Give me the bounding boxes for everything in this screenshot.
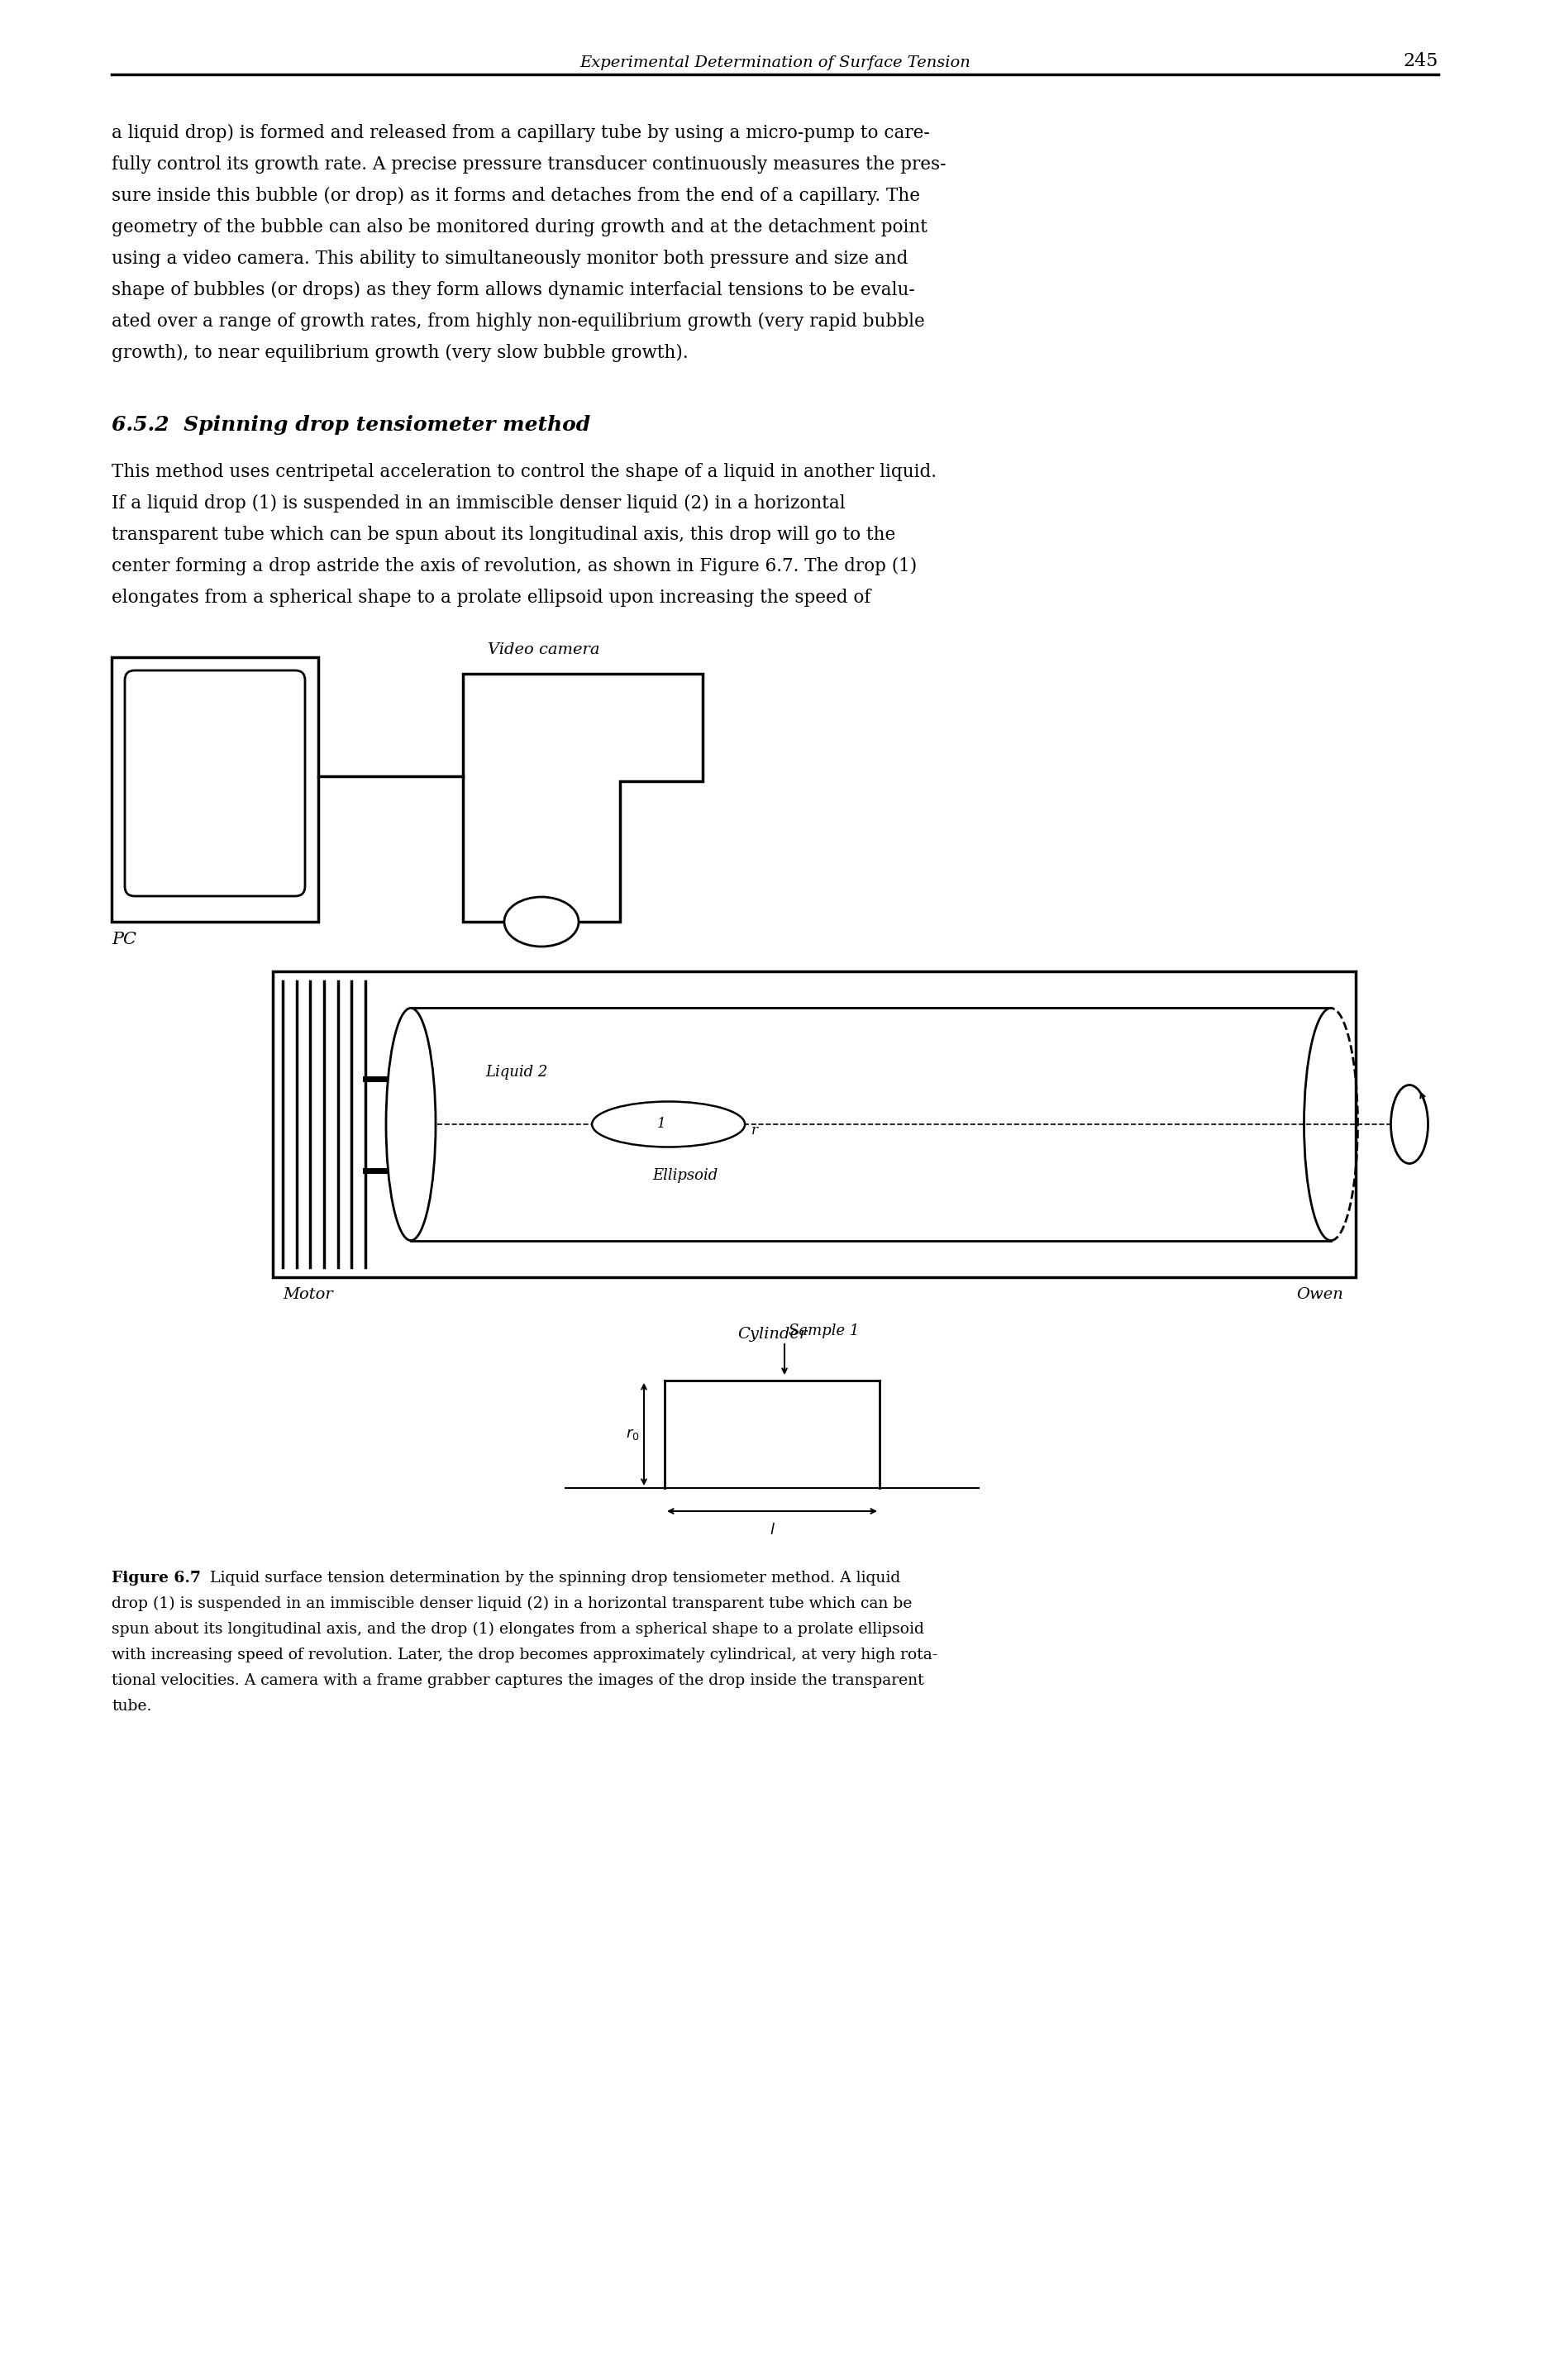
Polygon shape — [463, 674, 703, 921]
Text: This method uses centripetal acceleration to control the shape of a liquid in an: This method uses centripetal acceleratio… — [111, 464, 936, 481]
Text: 1: 1 — [658, 1116, 666, 1130]
Text: ated over a range of growth rates, from highly non-equilibrium growth (very rapi: ated over a range of growth rates, from … — [111, 312, 925, 331]
Ellipse shape — [386, 1009, 436, 1240]
Bar — [273, 971, 1355, 1278]
Text: Motor: Motor — [283, 1288, 332, 1302]
Ellipse shape — [592, 1102, 745, 1147]
Text: Sample 1: Sample 1 — [788, 1323, 859, 1338]
Text: fully control its growth rate. A precise pressure transducer continuously measur: fully control its growth rate. A precise… — [111, 155, 946, 174]
Text: Cylinder: Cylinder — [737, 1326, 806, 1342]
Text: spun about its longitudinal axis, and the drop (1) elongates from a spherical sh: spun about its longitudinal axis, and th… — [111, 1621, 924, 1637]
Text: PC: PC — [111, 931, 136, 947]
Text: Liquid 2: Liquid 2 — [485, 1064, 547, 1081]
Text: r: r — [751, 1123, 759, 1138]
Text: center forming a drop astride the axis of revolution, as shown in Figure 6.7. Th: center forming a drop astride the axis o… — [111, 557, 916, 576]
Text: shape of bubbles (or drops) as they form allows dynamic interfacial tensions to : shape of bubbles (or drops) as they form… — [111, 281, 915, 300]
Text: transparent tube which can be spun about its longitudinal axis, this drop will g: transparent tube which can be spun about… — [111, 526, 896, 545]
Text: $l$: $l$ — [769, 1523, 776, 1537]
Ellipse shape — [1390, 1085, 1428, 1164]
Text: tional velocities. A camera with a frame grabber captures the images of the drop: tional velocities. A camera with a frame… — [111, 1673, 924, 1687]
Text: Ellipsoid: Ellipsoid — [652, 1169, 718, 1183]
Text: growth), to near equilibrium growth (very slow bubble growth).: growth), to near equilibrium growth (ver… — [111, 343, 688, 362]
Text: Experimental Determination of Surface Tension: Experimental Determination of Surface Te… — [579, 55, 970, 71]
Text: Figure 6.7: Figure 6.7 — [111, 1571, 201, 1585]
Text: with increasing speed of revolution. Later, the drop becomes approximately cylin: with increasing speed of revolution. Lat… — [111, 1647, 938, 1664]
Ellipse shape — [504, 897, 579, 947]
Text: tube.: tube. — [111, 1699, 151, 1714]
Text: 245: 245 — [1403, 52, 1438, 71]
Text: using a video camera. This ability to simultaneously monitor both pressure and s: using a video camera. This ability to si… — [111, 250, 908, 269]
Text: $r_0$: $r_0$ — [626, 1428, 640, 1442]
Text: drop (1) is suspended in an immiscible denser liquid (2) in a horizontal transpa: drop (1) is suspended in an immiscible d… — [111, 1597, 912, 1611]
Bar — [111, 657, 318, 921]
Text: Liquid surface tension determination by the spinning drop tensiometer method. A : Liquid surface tension determination by … — [199, 1571, 901, 1585]
Text: 6.5.2  Spinning drop tensiometer method: 6.5.2 Spinning drop tensiometer method — [111, 414, 590, 436]
Text: Owen: Owen — [1296, 1288, 1343, 1302]
FancyBboxPatch shape — [125, 671, 304, 897]
Text: sure inside this bubble (or drop) as it forms and detaches from the end of a cap: sure inside this bubble (or drop) as it … — [111, 186, 921, 205]
Text: geometry of the bubble can also be monitored during growth and at the detachment: geometry of the bubble can also be monit… — [111, 219, 927, 236]
Text: Video camera: Video camera — [488, 643, 599, 657]
Text: elongates from a spherical shape to a prolate ellipsoid upon increasing the spee: elongates from a spherical shape to a pr… — [111, 588, 871, 607]
Text: a liquid drop) is formed and released from a capillary tube by using a micro-pum: a liquid drop) is formed and released fr… — [111, 124, 930, 143]
Text: If a liquid drop (1) is suspended in an immiscible denser liquid (2) in a horizo: If a liquid drop (1) is suspended in an … — [111, 495, 845, 512]
